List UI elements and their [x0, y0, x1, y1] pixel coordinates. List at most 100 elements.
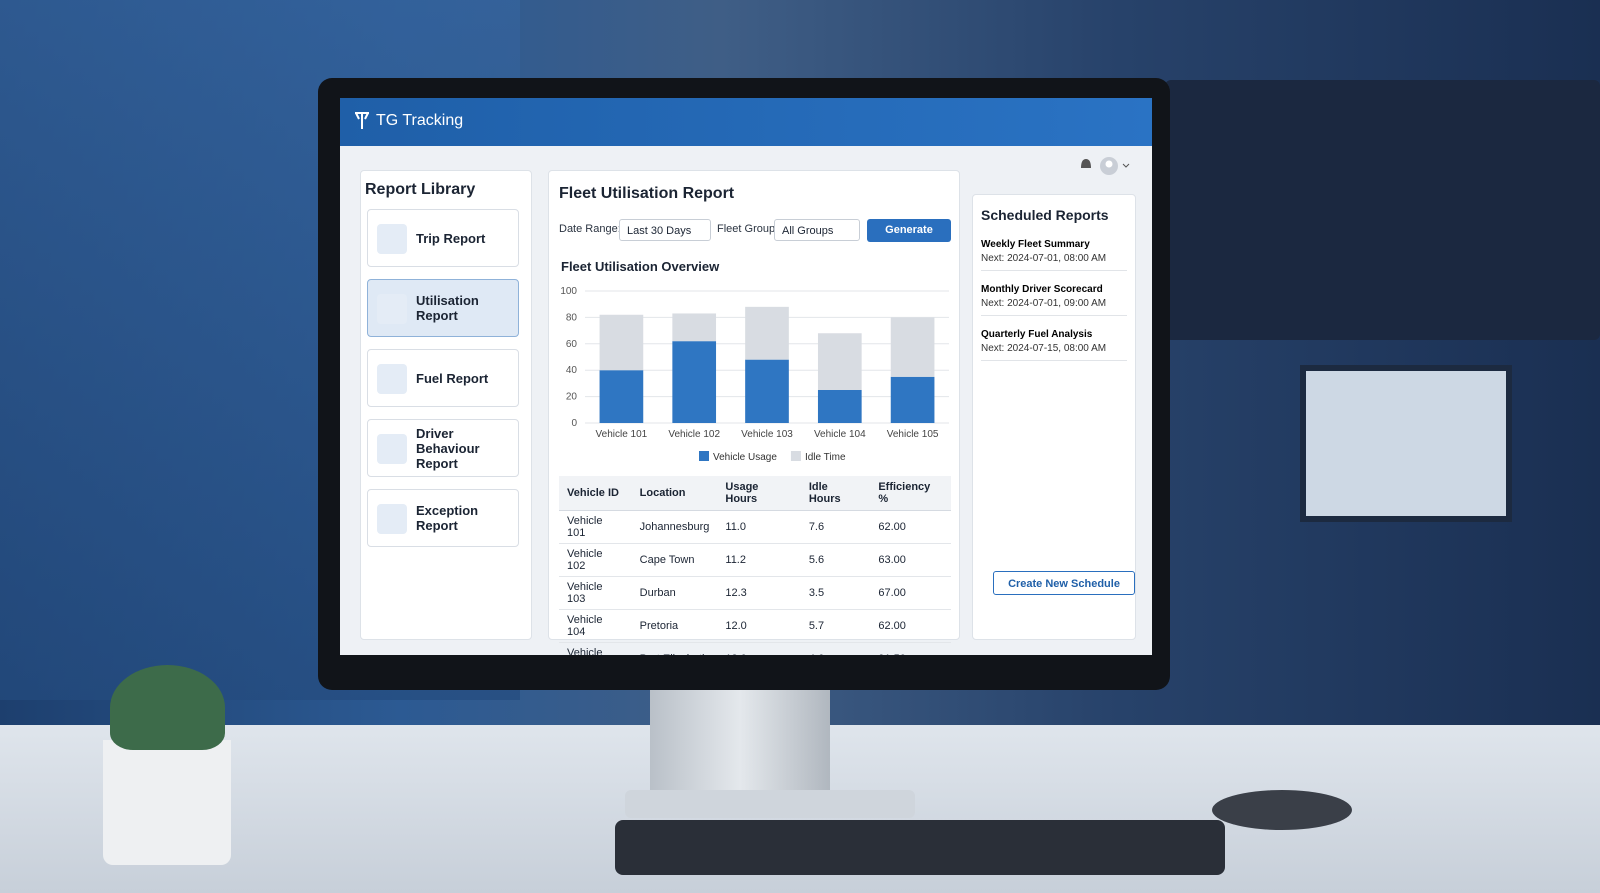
report-icon — [377, 224, 407, 254]
table-cell: Johannesburg — [631, 510, 718, 544]
report-icon — [377, 504, 407, 534]
table-cell: 5.7 — [800, 609, 871, 643]
table-cell: Port Elizabeth — [631, 642, 718, 655]
scheduled-item[interactable]: Quarterly Fuel Analysis Next: 2024-07-15,… — [981, 329, 1127, 361]
generate-button[interactable]: Generate Report — [867, 219, 951, 259]
bar — [672, 313, 717, 342]
scheduled-next: Next: 2024-07-01, 09:00 AM — [981, 298, 1107, 309]
x-tick-label: Vehicle 105 — [887, 429, 939, 440]
bar — [599, 314, 644, 371]
bar — [890, 317, 935, 377]
create-schedule-button[interactable]: Create New Schedule — [993, 571, 1135, 595]
y-tick-label: 80 — [566, 312, 578, 323]
legend-label: Idle Time — [805, 452, 846, 463]
report-item-label: Driver Behaviour Report — [416, 425, 480, 471]
table-header: Vehicle ID Location Usage Hours Idle Hours E… — [559, 476, 951, 511]
bar — [817, 390, 862, 423]
date-range-value: Last 30 Days — [627, 225, 692, 237]
bar — [599, 370, 644, 423]
legend-label: Vehicle Usage — [713, 452, 777, 463]
bar — [745, 359, 789, 423]
report-icon — [377, 364, 407, 394]
fleet-group-select[interactable]: All Groups — [774, 219, 860, 241]
table-cell: 18.0 — [717, 642, 801, 655]
background-monitor — [1165, 80, 1600, 340]
date-range-select[interactable]: Last 30 Days — [619, 219, 711, 241]
table-cell: Cape Town — [631, 543, 718, 577]
scheduled-item[interactable]: Weekly Fleet Summary Next: 2024-07-01, 08… — [981, 239, 1127, 271]
report-item[interactable]: Fuel Report — [367, 349, 519, 407]
table-cell: Vehicle 102 — [559, 543, 632, 577]
table-cell: 62.00 — [870, 510, 951, 544]
scheduled-item[interactable]: Monthly Driver Scorecard Next: 2024-07-01… — [981, 284, 1127, 316]
brand: TG Tracking — [376, 112, 464, 129]
table-row: Vehicle 105Port Elizabeth18.04.691.50 — [559, 642, 951, 655]
vehicle-table: Vehicle ID Location Usage Hours Idle Hours E… — [559, 476, 951, 655]
table-cell: 5.6 — [800, 543, 871, 577]
table-cell: Vehicle 105 — [559, 642, 632, 655]
y-tick-label: 40 — [566, 365, 578, 376]
table-cell: 91.50 — [870, 642, 951, 655]
chart-title: Fleet Utilisation Overview — [561, 259, 720, 274]
scheduled-name: Weekly Fleet Summary — [981, 239, 1090, 250]
y-tick-label: 20 — [566, 392, 578, 403]
report-item[interactable]: Driver Behaviour Report — [367, 419, 519, 477]
table-cell: 12.3 — [717, 576, 801, 610]
table-cell: 62.00 — [870, 609, 951, 643]
chart: Fleet Utilisation Overview 0 20 40 60 80 100 Ve… — [560, 259, 949, 463]
column-header: Location — [631, 476, 718, 511]
x-tick-label: Vehicle 104 — [814, 429, 866, 440]
table-wrap: Vehicle ID Location Usage Hours Idle Hours E… — [559, 476, 951, 655]
bar — [817, 333, 862, 390]
report-item[interactable]: Trip Report — [367, 209, 519, 267]
background-monitor-2 — [1300, 365, 1512, 522]
sidebar-title: Report Library — [365, 181, 476, 198]
table-row: Vehicle 102 Cape Town 11.2 5.6 63.00 — [559, 543, 951, 577]
table-cell: 11.0 — [717, 510, 801, 544]
report-item-label: Exception Report — [416, 503, 479, 533]
report-icon — [377, 294, 407, 324]
monitor-base — [625, 790, 915, 818]
table-cell: 11.2 — [717, 543, 801, 577]
fleet-group-label: Fleet Group: — [717, 223, 779, 235]
x-tick-label: Vehicle 101 — [596, 429, 648, 440]
y-tick-label: 0 — [571, 418, 577, 429]
y-tick-label: 100 — [560, 286, 577, 297]
report-panel: Fleet Utilisation Report Date Range: Las… — [548, 170, 960, 655]
legend-swatch — [790, 451, 801, 461]
column-header: Usage Hours — [717, 476, 801, 511]
report-item[interactable]: Exception Report — [367, 489, 519, 547]
sidebar: Report Library Trip Report Utilisation Re… — [360, 170, 532, 640]
report-icon — [377, 434, 407, 464]
monitor-stand — [650, 680, 830, 810]
scheduled-name: Quarterly Fuel Analysis — [981, 329, 1093, 340]
table-cell: 7.6 — [800, 510, 871, 544]
table-cell: Pretoria — [631, 609, 718, 643]
y-tick-label: 60 — [566, 339, 578, 350]
keyboard — [615, 820, 1225, 875]
logo — [355, 112, 369, 129]
date-range-label: Date Range: — [559, 223, 621, 235]
table-cell: Durban — [631, 576, 718, 610]
report-item[interactable]: Utilisation Report — [367, 279, 519, 337]
user-controls[interactable] — [1075, 154, 1145, 178]
bar — [890, 376, 935, 423]
bar — [745, 306, 789, 360]
mouse — [1212, 790, 1352, 830]
table-cell: Vehicle 104 — [559, 609, 632, 643]
legend-swatch — [699, 451, 709, 461]
top-bar: TG Tracking — [340, 98, 1152, 175]
table-cell: 63.00 — [870, 543, 951, 577]
column-header: Vehicle ID — [559, 476, 632, 511]
scheduled-title: Scheduled Reports — [981, 207, 1109, 223]
plant-pot — [103, 740, 231, 865]
scheduled-panel: Scheduled Reports Weekly Fleet Summary Ne… — [972, 194, 1136, 640]
scheduled-next: Next: 2024-07-01, 08:00 AM — [981, 253, 1107, 264]
table-cell: 67.00 — [870, 576, 951, 610]
scheduled-next: Next: 2024-07-15, 08:00 AM — [981, 343, 1107, 354]
app-screen: TG Tracking Report Library Trip Report Ut… — [340, 98, 1152, 655]
table-row: Vehicle 103 Durban 12.3 3.5 67.00 — [559, 576, 951, 610]
x-tick-label: Vehicle 103 — [741, 429, 793, 440]
table-cell: Vehicle 101 — [559, 510, 632, 544]
